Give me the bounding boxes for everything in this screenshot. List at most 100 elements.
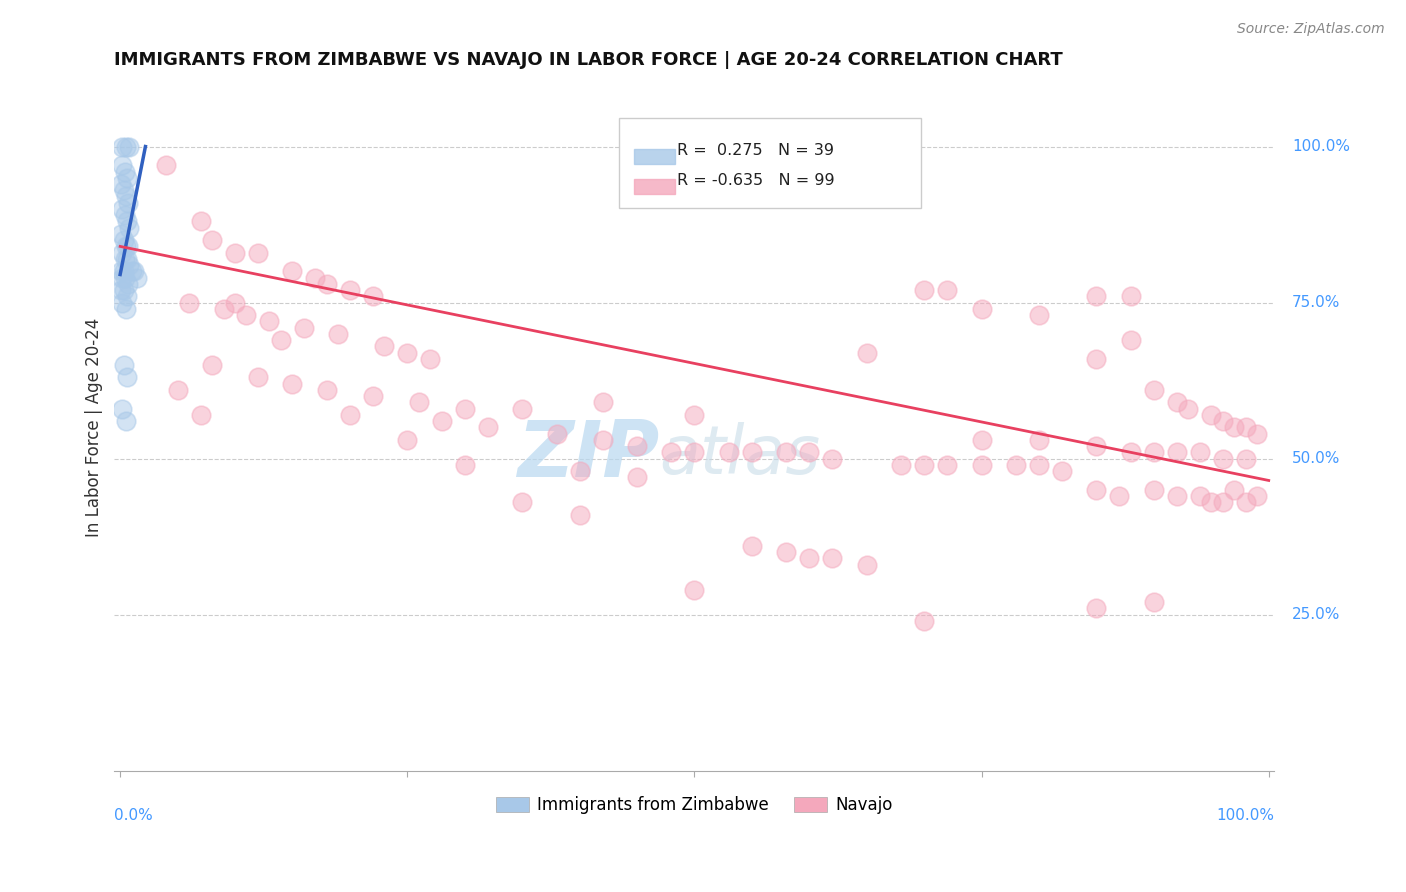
Point <box>683 582 706 597</box>
Point <box>454 401 477 416</box>
Point <box>546 426 568 441</box>
Point <box>1143 383 1166 397</box>
Point <box>166 383 188 397</box>
Point <box>115 214 138 228</box>
Point <box>775 545 797 559</box>
Point <box>110 264 132 278</box>
Point <box>683 445 706 459</box>
Point <box>114 208 136 222</box>
Point <box>117 239 139 253</box>
Point <box>1143 483 1166 497</box>
Point <box>970 433 993 447</box>
Point <box>224 295 246 310</box>
Point <box>114 164 136 178</box>
Point <box>111 270 134 285</box>
Point <box>115 301 138 316</box>
Point <box>339 408 361 422</box>
Point <box>799 445 821 459</box>
Point <box>912 283 935 297</box>
Point <box>1119 289 1142 303</box>
Point <box>855 558 877 572</box>
Point <box>1234 495 1257 509</box>
Point <box>190 408 212 422</box>
Point <box>1246 489 1268 503</box>
Text: 100.0%: 100.0% <box>1216 808 1274 823</box>
Text: 25.0%: 25.0% <box>1292 607 1340 622</box>
Text: R = -0.635   N = 99: R = -0.635 N = 99 <box>678 173 835 188</box>
Point <box>118 220 141 235</box>
Point <box>1005 458 1028 472</box>
Point <box>1234 451 1257 466</box>
Point <box>821 551 844 566</box>
Point <box>316 383 339 397</box>
Point <box>361 389 384 403</box>
Point <box>592 433 614 447</box>
Point <box>1028 433 1050 447</box>
Point <box>316 277 339 291</box>
Point <box>111 245 134 260</box>
Point <box>477 420 499 434</box>
Point <box>111 139 134 153</box>
Point <box>741 445 763 459</box>
Point <box>1177 401 1199 416</box>
Point <box>1166 445 1188 459</box>
Text: 75.0%: 75.0% <box>1292 295 1340 310</box>
Point <box>212 301 235 316</box>
Point <box>246 370 269 384</box>
Point <box>568 508 591 522</box>
Point <box>1246 426 1268 441</box>
Point <box>115 370 138 384</box>
Point <box>626 470 648 484</box>
Point <box>912 614 935 628</box>
Point <box>717 445 740 459</box>
Point <box>246 245 269 260</box>
Text: 0.0%: 0.0% <box>114 808 153 823</box>
Point <box>110 177 132 191</box>
Point <box>177 295 200 310</box>
FancyBboxPatch shape <box>634 178 675 194</box>
Point <box>1028 458 1050 472</box>
Point <box>1085 483 1108 497</box>
Point <box>281 376 304 391</box>
Point <box>118 258 141 272</box>
Point <box>190 214 212 228</box>
Legend: Immigrants from Zimbabwe, Navajo: Immigrants from Zimbabwe, Navajo <box>489 789 900 821</box>
Point <box>1212 495 1234 509</box>
Point <box>292 320 315 334</box>
Point <box>1143 595 1166 609</box>
Text: 100.0%: 100.0% <box>1292 139 1350 154</box>
Point <box>112 233 135 247</box>
Point <box>112 264 135 278</box>
Point <box>936 283 959 297</box>
Point <box>304 270 326 285</box>
Point <box>115 139 138 153</box>
Point <box>115 239 138 253</box>
Point <box>775 445 797 459</box>
FancyBboxPatch shape <box>619 119 921 208</box>
Point <box>1188 445 1211 459</box>
Point <box>1166 395 1188 409</box>
Point <box>661 445 683 459</box>
Point <box>741 539 763 553</box>
Point <box>592 395 614 409</box>
Point <box>1234 420 1257 434</box>
FancyBboxPatch shape <box>634 149 675 164</box>
Point <box>626 439 648 453</box>
Point <box>890 458 912 472</box>
Point <box>127 270 149 285</box>
Point <box>568 464 591 478</box>
Point <box>1166 489 1188 503</box>
Point <box>115 170 138 185</box>
Text: ZIP: ZIP <box>517 417 659 493</box>
Point <box>1212 414 1234 428</box>
Point <box>1028 308 1050 322</box>
Point <box>430 414 453 428</box>
Point <box>201 233 224 247</box>
Point <box>121 264 143 278</box>
Point <box>112 358 135 372</box>
Point <box>259 314 281 328</box>
Point <box>1085 351 1108 366</box>
Point <box>1223 420 1246 434</box>
Point <box>1085 289 1108 303</box>
Point <box>111 295 134 310</box>
